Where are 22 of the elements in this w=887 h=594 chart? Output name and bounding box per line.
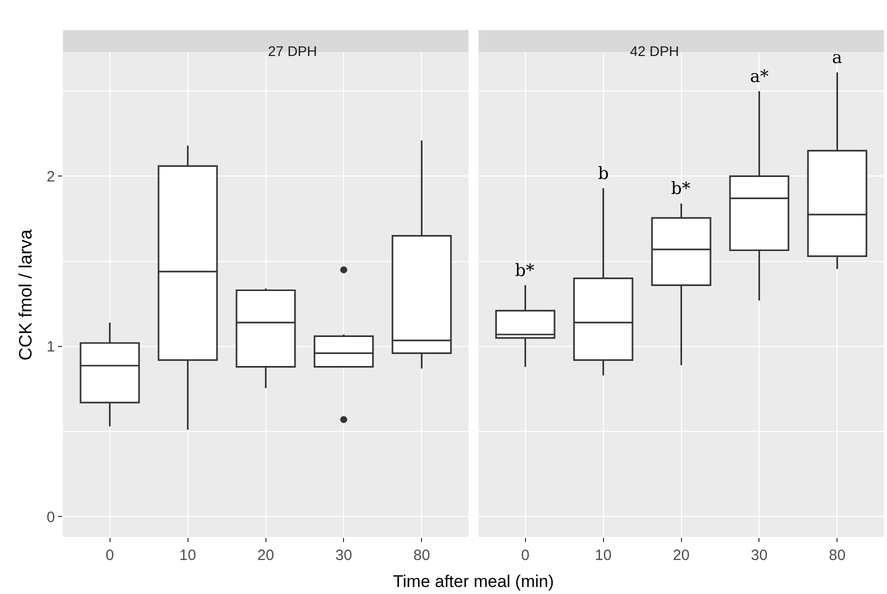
x-tick-label: 20 [672, 547, 690, 564]
annotation: a* [750, 67, 770, 87]
x-axis-title: Time after meal (min) [393, 572, 554, 591]
y-tick-label: 1 [46, 338, 55, 356]
annotation: b* [515, 261, 535, 281]
y-tick-label: 2 [46, 168, 55, 186]
annotation: b [598, 164, 609, 184]
x-tick-label: 30 [335, 547, 352, 564]
x-tick-label: 10 [179, 547, 196, 564]
y-tick-label: 0 [46, 508, 55, 526]
x-tick-label: 0 [106, 547, 114, 564]
x-tick-label: 80 [828, 547, 846, 564]
annotation: a [832, 48, 842, 68]
x-tick-label: 30 [750, 547, 768, 564]
chart-title: 42 DPH [630, 43, 680, 59]
y-axis-title: CCK fmol / larva [16, 228, 36, 360]
annotation: b* [671, 179, 691, 199]
chart-title: 27 DPH [268, 43, 318, 59]
x-tick-label: 20 [257, 547, 274, 564]
x-tick-label: 80 [413, 547, 430, 564]
x-tick-label: 0 [521, 547, 530, 564]
x-tick-label: 10 [594, 547, 612, 564]
